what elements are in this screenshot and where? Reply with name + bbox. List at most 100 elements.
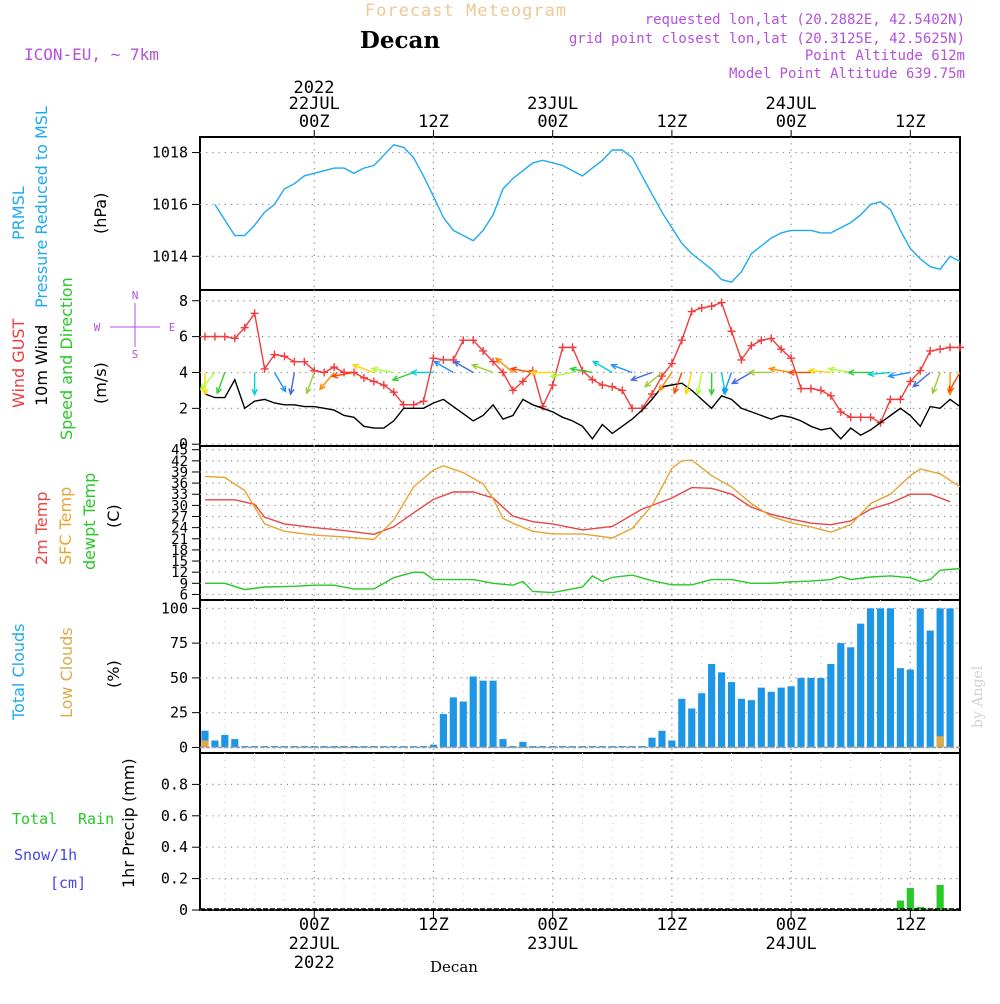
top-axis-label: 00Z xyxy=(776,112,807,132)
wind-arrow xyxy=(216,372,226,394)
wind-arrow xyxy=(931,372,941,394)
pressure-ytick-label: 1018 xyxy=(152,144,188,162)
gust-marker xyxy=(250,309,259,318)
wind-arrow xyxy=(631,371,653,381)
clouds-bar-total-clouds xyxy=(936,608,944,748)
wind-arrow-head xyxy=(330,372,339,379)
gust-marker xyxy=(677,336,686,345)
clouds-bar-total-clouds xyxy=(479,680,487,748)
wind-arrow xyxy=(453,360,474,374)
wind-arrow-head xyxy=(452,360,461,367)
clouds-ytick-label: 75 xyxy=(170,634,188,652)
wind-arrow xyxy=(868,371,891,376)
gust-marker xyxy=(340,368,349,377)
wind-arrow-head xyxy=(288,388,295,396)
wind-ytick-label: 8 xyxy=(179,292,188,310)
clouds-bar-low-clouds xyxy=(936,736,944,748)
wind-arrow-head xyxy=(695,388,702,396)
clouds-bar-total-clouds xyxy=(578,746,587,748)
panel-grids xyxy=(192,137,960,911)
gust-marker xyxy=(846,413,855,422)
clouds-bar-total-clouds xyxy=(499,739,507,748)
clouds-ytick-label: 50 xyxy=(170,669,188,687)
temperature-ytick-label: 42 xyxy=(171,454,188,470)
clouds-bar-total-clouds xyxy=(916,608,924,748)
precip-bar-total-rain xyxy=(936,884,944,910)
gust-marker xyxy=(836,407,845,416)
bottom-axis-label: 12Z xyxy=(657,915,688,935)
top-axis-label: 12Z xyxy=(895,112,926,132)
gust-marker xyxy=(926,346,935,355)
wind-ytick-label: 6 xyxy=(179,328,188,346)
y-tick-labels: 1014101610180246869121518212427303336394… xyxy=(152,144,188,919)
clouds-bar-total-clouds xyxy=(807,677,815,748)
wind-arrow-head xyxy=(708,388,715,397)
wind-arrow-head xyxy=(280,385,287,393)
gust-marker xyxy=(379,381,388,390)
gust-marker xyxy=(737,355,746,364)
label-cloud-unit: (%) xyxy=(104,660,123,688)
gust-marker xyxy=(956,343,964,352)
wind-arrow xyxy=(352,364,375,374)
wind-arrow-head xyxy=(866,370,875,378)
wind-arrow-head xyxy=(251,388,258,397)
gust-marker xyxy=(230,334,239,343)
gust-marker xyxy=(946,343,955,352)
wind-arrow-head xyxy=(787,369,795,376)
wind-arrow-head xyxy=(549,372,557,379)
bottom-axis-label: 12Z xyxy=(895,915,926,935)
compass-w: W xyxy=(94,321,101,334)
wind-arrow xyxy=(948,372,961,392)
gust-marker xyxy=(419,397,428,406)
temperature-ytick-label: 27 xyxy=(171,510,188,526)
gust-marker xyxy=(518,377,527,386)
temperature-ytick-label: 12 xyxy=(171,565,188,581)
label-snow: Snow/1h xyxy=(14,846,77,864)
temperature-line-2m-temp xyxy=(205,486,951,536)
temperature-ytick-label: 15 xyxy=(171,554,188,570)
clouds-bar-total-clouds xyxy=(678,698,686,748)
wind-arrow xyxy=(273,372,287,392)
clouds-bar-total-clouds xyxy=(767,691,775,748)
label-tsfc: SFC Temp xyxy=(56,487,75,565)
gust-marker xyxy=(320,368,329,377)
wind-arrow-head xyxy=(767,366,776,373)
gust-marker xyxy=(369,377,378,386)
gust-marker xyxy=(717,298,726,307)
gust-marker xyxy=(816,386,825,395)
clouds-bar-total-clouds xyxy=(638,746,646,748)
temperature-line-dewpt-temp xyxy=(205,567,961,594)
top-axis-label: 00Z xyxy=(299,112,330,132)
clouds-bar-total-clouds xyxy=(886,608,895,748)
wind-arrow xyxy=(433,360,454,374)
bottom-axis-label: 00Z xyxy=(299,915,330,935)
clouds-bar-total-clouds xyxy=(827,663,835,748)
gust-marker xyxy=(757,336,766,345)
wind-arrow-head xyxy=(684,387,691,396)
gust-marker xyxy=(727,327,736,336)
clouds-bar-total-clouds xyxy=(489,680,497,748)
gust-marker xyxy=(568,343,577,352)
gust-marker xyxy=(409,400,418,409)
gust-marker xyxy=(936,345,945,354)
clouds-bar-total-clouds xyxy=(747,700,755,748)
wind-arrow-head xyxy=(591,360,600,367)
clouds-bar-low-clouds xyxy=(201,740,209,748)
clouds-bar-total-clouds xyxy=(459,701,467,748)
gust-marker xyxy=(300,357,309,366)
wind-arrow xyxy=(912,371,931,388)
bottom-axis-label: 00Z xyxy=(537,915,568,935)
clouds-bar-total-clouds xyxy=(231,739,239,748)
gust-marker xyxy=(777,345,786,354)
clouds-bar-total-clouds xyxy=(717,672,726,748)
label-wind-10m: 10m Wind xyxy=(32,325,51,406)
wind-arrow xyxy=(769,367,792,374)
clouds-bar-total-clouds xyxy=(439,714,447,748)
clouds-ytick-label: 0 xyxy=(179,738,188,756)
wind-arrow-head xyxy=(199,383,207,391)
wind-arrow-head xyxy=(658,384,665,392)
precip-bar-total-rain xyxy=(906,888,914,910)
clouds-bar-total-clouds xyxy=(370,746,378,748)
label-temp-unit: (C) xyxy=(104,504,123,528)
panel-frames xyxy=(199,136,961,911)
